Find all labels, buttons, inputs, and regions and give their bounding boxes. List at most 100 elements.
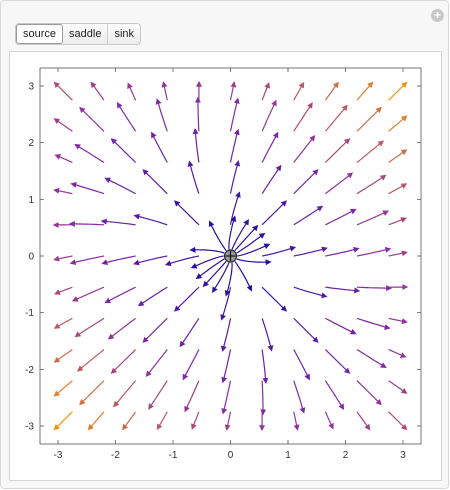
streamline — [356, 246, 392, 257]
streamline — [202, 260, 227, 288]
streamline — [69, 255, 105, 266]
streamline — [74, 317, 105, 338]
streamline — [53, 255, 73, 262]
streamline — [388, 250, 408, 257]
streamline — [229, 159, 241, 194]
streamline — [293, 81, 305, 101]
streamline — [53, 187, 73, 195]
streamline — [293, 135, 316, 163]
streamline — [388, 217, 407, 226]
streamline — [261, 99, 277, 132]
streamline — [356, 411, 371, 431]
streamline — [261, 286, 287, 312]
x-tick-label: -2 — [111, 450, 120, 461]
streamline — [325, 172, 354, 195]
streamline — [122, 411, 137, 431]
streamline — [234, 224, 259, 252]
streamline — [261, 131, 279, 163]
streamline — [224, 262, 233, 297]
streamline — [261, 200, 287, 226]
streamline — [101, 255, 136, 265]
streamline — [79, 380, 105, 406]
streamline — [234, 260, 253, 292]
streamline — [174, 286, 200, 312]
streamline — [221, 380, 232, 415]
y-tick-label: 3 — [28, 82, 34, 93]
streamline — [127, 82, 137, 101]
streamline — [324, 380, 345, 411]
streamline — [104, 177, 136, 195]
tab-source[interactable]: source — [16, 24, 64, 44]
streamline — [184, 380, 200, 413]
y-tick-label: -2 — [25, 365, 34, 376]
streamline — [260, 380, 267, 416]
streamline — [229, 81, 237, 101]
streamline — [145, 349, 168, 377]
streamline — [293, 380, 306, 414]
streamline — [53, 380, 73, 397]
streamline — [116, 101, 137, 132]
streamline — [164, 255, 200, 267]
streamline — [137, 286, 168, 307]
streamline — [325, 286, 361, 294]
streamline — [293, 169, 319, 195]
streamline — [74, 143, 105, 164]
streamline — [324, 81, 339, 101]
x-tick-label: -3 — [54, 450, 63, 461]
streamline — [293, 349, 310, 381]
streamline — [261, 82, 270, 101]
tab-bar: source saddle sink — [15, 23, 142, 45]
streamline — [113, 380, 137, 408]
x-tick-label: -1 — [169, 450, 178, 461]
streamline — [212, 262, 230, 294]
streamline — [194, 96, 201, 132]
streamline — [388, 411, 408, 431]
add-icon[interactable]: + — [431, 9, 444, 22]
y-tick-label: 0 — [28, 252, 34, 263]
streamline — [325, 208, 357, 226]
streamline — [192, 128, 200, 163]
streamline — [231, 218, 249, 250]
streamline — [236, 232, 266, 254]
streamline — [293, 411, 300, 431]
streamline — [356, 174, 387, 195]
streamline — [53, 411, 73, 431]
streamline — [68, 220, 105, 227]
streamline — [356, 285, 393, 292]
streamline — [324, 411, 334, 430]
streamline — [324, 138, 351, 163]
streamline — [54, 154, 73, 164]
streamline — [190, 255, 224, 269]
streamline — [220, 318, 232, 353]
streamline — [325, 247, 360, 257]
streamline — [388, 317, 408, 325]
streamline — [104, 286, 136, 304]
x-tick-label: 3 — [400, 450, 406, 461]
streamline — [324, 349, 351, 374]
streamline — [174, 200, 200, 226]
fixed-point-marker[interactable] — [223, 249, 238, 263]
streamline — [293, 246, 328, 257]
streamline — [224, 411, 232, 431]
streamline — [107, 317, 136, 340]
y-tick-label: 1 — [28, 195, 34, 206]
streamline — [53, 118, 73, 132]
y-tick-label: -1 — [25, 308, 34, 319]
streamline — [87, 411, 105, 431]
streamline — [236, 258, 272, 266]
streamline — [195, 258, 225, 280]
x-tick-label: 1 — [285, 450, 291, 461]
streamline — [53, 349, 73, 363]
streamline — [388, 348, 407, 358]
tab-sink[interactable]: sink — [114, 28, 135, 40]
streamline — [54, 286, 73, 295]
streamline — [356, 140, 385, 163]
streamline — [208, 220, 227, 252]
axis-ticks: -3 -2 -1 0 1 2 3 -3 -2 -1 0 1 2 3 — [25, 68, 421, 461]
streamline — [356, 81, 374, 101]
tab-saddle[interactable]: saddle — [63, 24, 109, 44]
streamline — [71, 286, 105, 302]
streamline — [237, 243, 271, 257]
streamline — [388, 149, 408, 163]
